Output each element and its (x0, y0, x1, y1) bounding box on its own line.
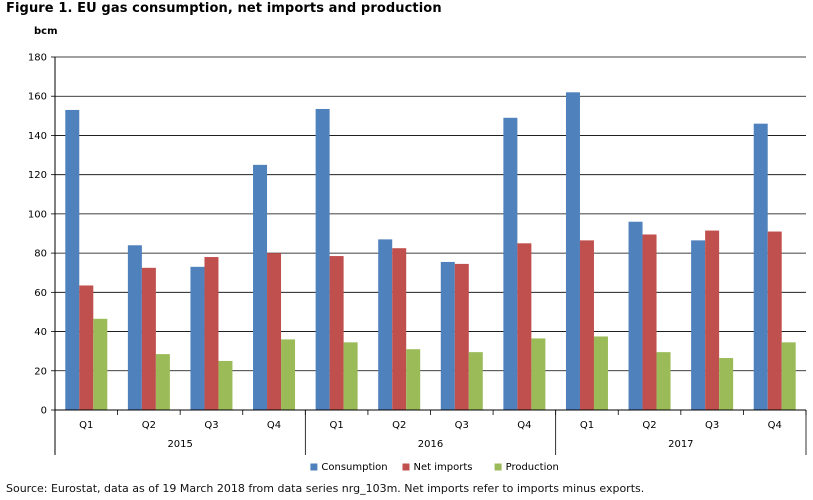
bar-production (406, 349, 421, 410)
bar-production (593, 336, 608, 410)
legend-swatch (310, 463, 318, 471)
bar-consumption (65, 109, 80, 410)
x-tick-label: Q4 (768, 420, 782, 431)
bar-consumption (628, 221, 643, 410)
bar-net-imports (579, 240, 594, 410)
x-tick-label: Q4 (267, 420, 281, 431)
y-tick-label: 160 (28, 92, 47, 103)
bar-consumption (753, 123, 768, 410)
bars (65, 92, 796, 411)
source-note: Source: Eurostat, data as of 19 March 20… (6, 482, 645, 495)
bar-net-imports (705, 230, 720, 410)
legend: Consumption Net imports Production (310, 462, 559, 473)
y-tick-label: 20 (34, 366, 47, 377)
legend-swatch (402, 463, 410, 471)
x-tick-label: Q2 (392, 420, 406, 431)
bar-net-imports (204, 257, 219, 410)
bar-net-imports (642, 234, 657, 410)
x-tick-label: Q1 (79, 420, 93, 431)
bar-consumption (565, 92, 580, 411)
bar-production (343, 342, 358, 410)
bar-production (155, 354, 170, 410)
bar-production (468, 352, 483, 410)
legend-swatch (494, 463, 502, 471)
x-group-label: 2015 (167, 439, 192, 450)
x-group-label: 2016 (418, 439, 443, 450)
bar-net-imports (267, 253, 282, 410)
bar-consumption (190, 266, 205, 410)
bar-consumption (440, 261, 455, 410)
bar-production (531, 338, 546, 410)
axes: 0 20 40 60 80 100 120 140 160 180 Q1 Q2 Q3 Q4 Q1 Q2 Q3 Q4… (28, 53, 807, 455)
y-tick-label: 120 (28, 170, 47, 181)
x-tick-label: Q2 (142, 420, 156, 431)
x-tick-label: Q1 (580, 420, 594, 431)
bar-consumption (315, 108, 330, 410)
gridlines (55, 56, 806, 372)
x-tick-label: Q3 (705, 420, 719, 431)
bar-consumption (127, 245, 142, 410)
y-tick-label: 180 (28, 53, 47, 64)
x-group-label: 2017 (668, 439, 693, 450)
y-tick-label: 80 (34, 249, 47, 260)
bar-consumption (503, 117, 518, 411)
bar-consumption (253, 164, 268, 410)
bar-net-imports (79, 285, 94, 410)
bar-net-imports (767, 231, 782, 410)
y-tick-label: 140 (28, 131, 47, 142)
legend-label: Net imports (414, 462, 473, 473)
bar-net-imports (329, 256, 344, 410)
x-tick-label: Q3 (204, 420, 218, 431)
gas-chart: 0 20 40 60 80 100 120 140 160 180 Q1 Q2 Q3 Q4 Q1 Q2 Q3 Q4… (28, 26, 807, 473)
x-tick-label: Q3 (455, 420, 469, 431)
bar-production (93, 318, 108, 410)
bar-net-imports (517, 243, 532, 410)
y-tick-label: 60 (34, 288, 47, 299)
figure-title: Figure 1. EU gas consumption, net import… (6, 1, 442, 16)
y-tick-label: 100 (28, 209, 47, 220)
bar-production (218, 360, 233, 410)
x-tick-label: Q1 (330, 420, 344, 431)
bar-production (281, 339, 296, 410)
y-tick-label: 0 (41, 406, 47, 417)
bar-net-imports (392, 248, 407, 410)
y-tick-label: 40 (34, 327, 47, 338)
x-tick-label: Q2 (642, 420, 656, 431)
bar-production (656, 352, 671, 410)
bar-production (781, 342, 796, 410)
y-axis-unit-label: bcm (34, 26, 58, 37)
x-tick-label: Q4 (517, 420, 531, 431)
bar-consumption (691, 240, 706, 410)
legend-label: Consumption (321, 462, 387, 473)
legend-label: Production (506, 462, 559, 473)
bar-net-imports (454, 263, 469, 410)
bar-net-imports (141, 267, 156, 410)
bar-production (719, 358, 734, 410)
bar-consumption (378, 239, 393, 410)
